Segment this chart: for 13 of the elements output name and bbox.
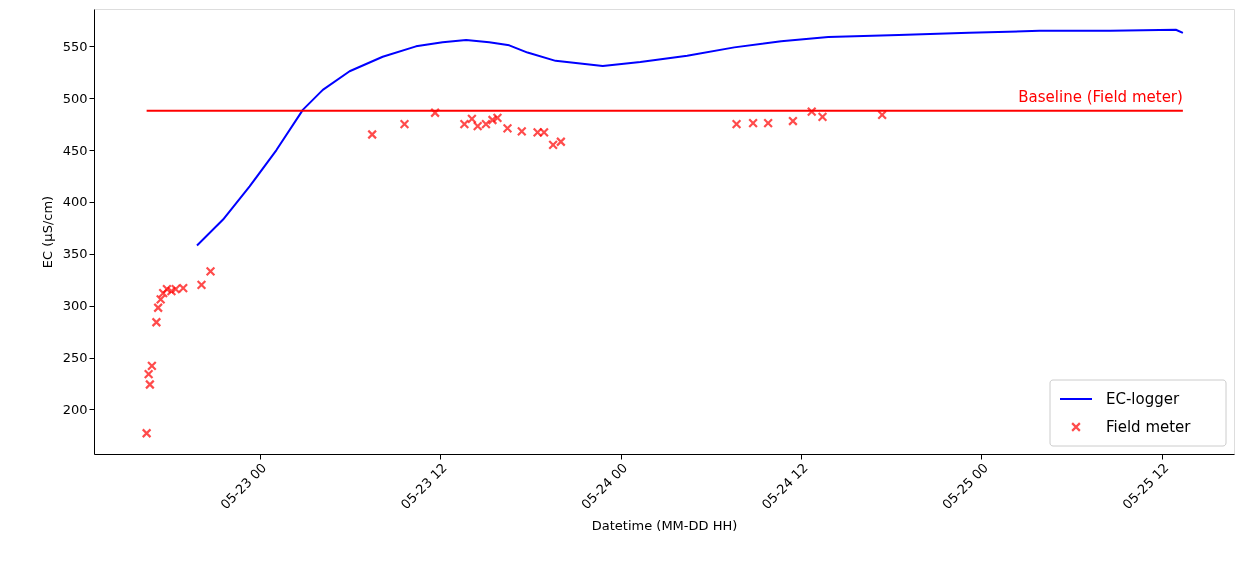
legend-label: EC-logger (1106, 390, 1180, 408)
y-tick-label: 500 (62, 90, 88, 106)
y-tick-label: 450 (62, 142, 88, 158)
y-tick-label: 400 (62, 194, 88, 210)
x-axis-title: Datetime (MM-DD HH) (591, 518, 738, 534)
y-tick-label: 250 (62, 350, 88, 366)
y-tick-label: 200 (62, 401, 88, 417)
ref-line-label: Baseline (Field meter) (1018, 87, 1183, 106)
y-tick-label: 300 (62, 298, 88, 314)
legend-label: Field meter (1106, 418, 1192, 436)
y-tick-label: 550 (62, 38, 88, 54)
y-axis-title: EC (μS/cm) (39, 195, 55, 269)
y-tick-label: 350 (62, 246, 88, 262)
